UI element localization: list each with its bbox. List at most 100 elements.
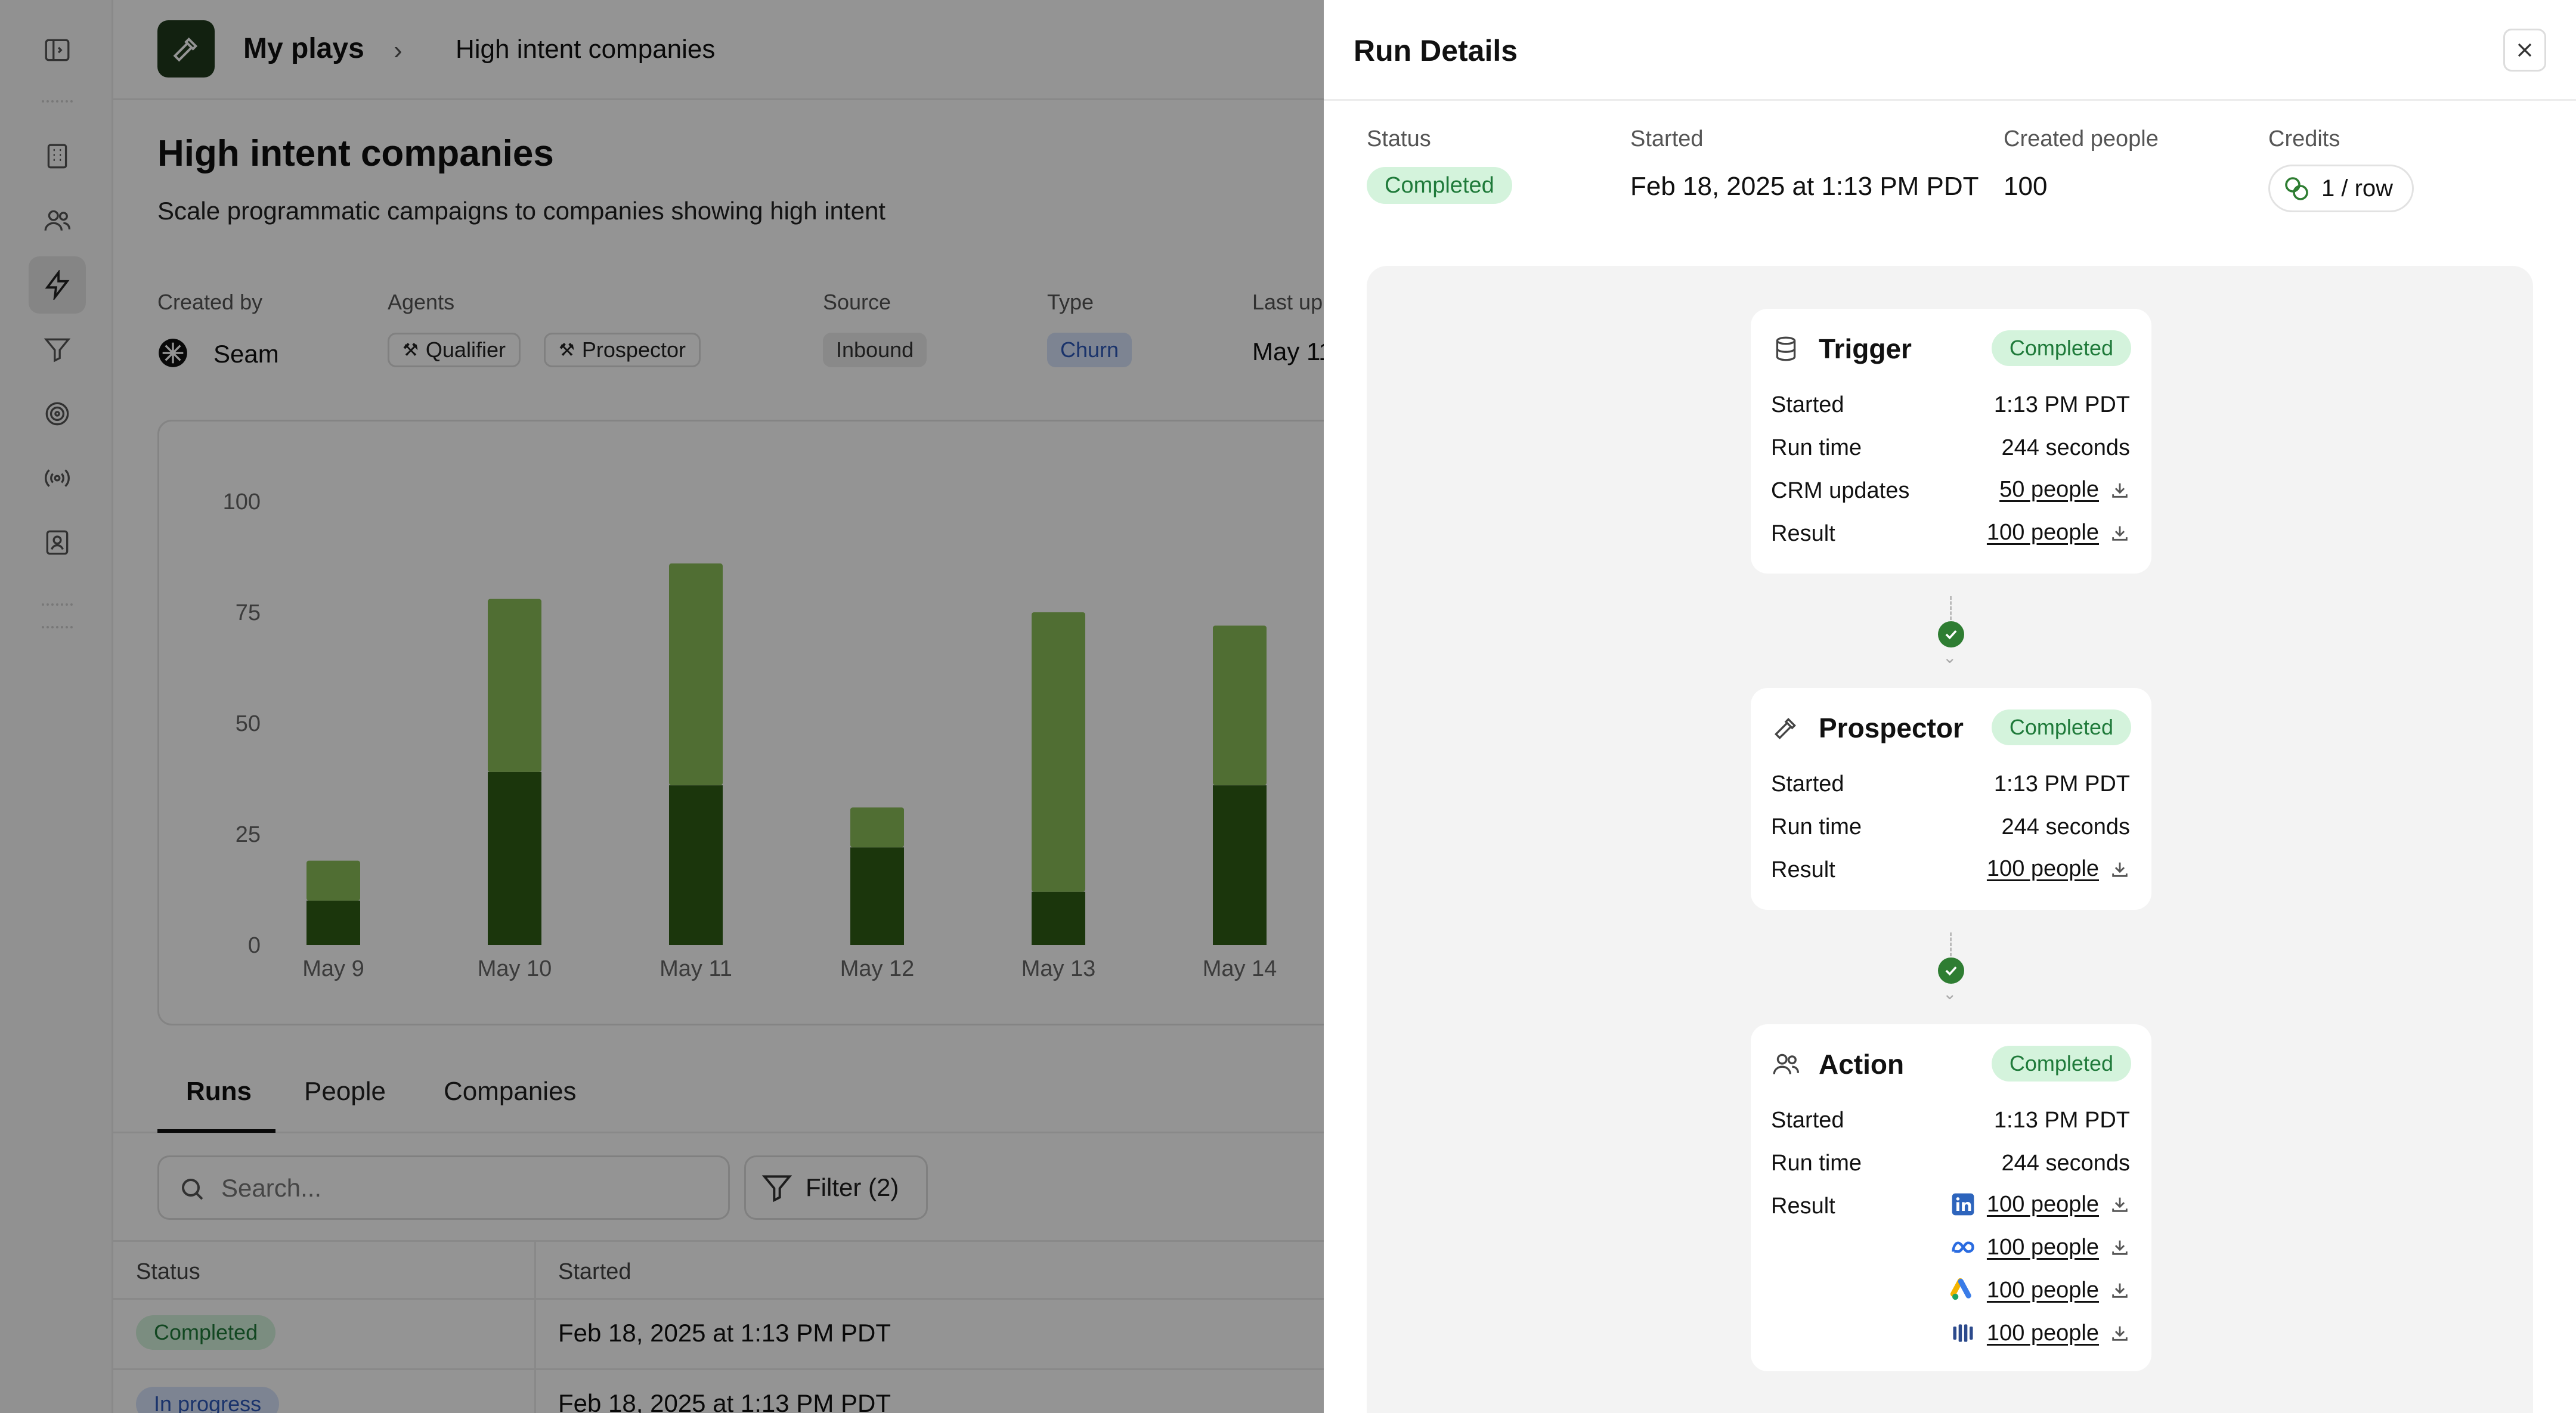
nav-funnel[interactable] [29, 321, 86, 378]
agent-pill-qualifier[interactable]: ⚒ Qualifier [388, 333, 521, 367]
tab-runs[interactable]: Runs [186, 1077, 252, 1106]
x-tick-label: May 9 [302, 956, 364, 981]
tab-people[interactable]: People [304, 1077, 386, 1106]
search-box [157, 1155, 730, 1220]
column-header-status[interactable]: Status [136, 1259, 200, 1284]
download-icon[interactable] [2110, 1323, 2130, 1343]
bars-brand-icon [1953, 1324, 1973, 1342]
modal-overlay[interactable] [0, 0, 1324, 1413]
download-icon[interactable] [2110, 1237, 2130, 1257]
arrow-down-icon: ⌄ [1943, 984, 1957, 1003]
nav-signals[interactable] [29, 450, 86, 507]
summary-started-label: Started [1630, 126, 1704, 151]
run-flow-panel: Trigger Completed Started 1:13 PM PDT Ru… [1367, 266, 2533, 1413]
credits-pill: 1 / row [2268, 165, 2414, 212]
bar-segment[interactable] [1213, 625, 1267, 786]
runtime-label: Run time [1771, 435, 1862, 460]
summary-status-label: Status [1367, 126, 1431, 151]
result-link[interactable]: 100 people [1986, 1277, 2099, 1303]
step-status-badge: Completed [1991, 709, 2131, 745]
bar-segment[interactable] [850, 807, 904, 848]
nav-targets[interactable] [29, 385, 86, 442]
status-badge: In progress [136, 1387, 280, 1413]
bar-segment[interactable] [669, 563, 723, 786]
x-tick-label: May 14 [1203, 956, 1277, 981]
active-tab-indicator [157, 1129, 275, 1133]
target-icon [45, 402, 69, 426]
result-label: Result [1771, 521, 1835, 546]
rail-divider [42, 100, 73, 103]
y-tick-label: 0 [248, 933, 261, 958]
tabs-divider [113, 1132, 1324, 1133]
type-pill: Churn [1047, 333, 1132, 367]
result-row-bars-brand: 100 people [1950, 1320, 2130, 1346]
search-input[interactable] [221, 1170, 710, 1206]
download-icon[interactable] [2110, 1280, 2130, 1300]
database-icon [1776, 336, 1796, 361]
x-tick-label: May 12 [840, 956, 915, 981]
result-link[interactable]: 100 people [1986, 1191, 2099, 1217]
column-header-started[interactable]: Started [558, 1259, 631, 1284]
bar-segment[interactable] [488, 599, 541, 772]
runs-chart-card: 0 25 50 75 100 May 9 May 10 May 11 May 12 May 13 M… [157, 420, 1410, 1025]
sidebar-toggle-button[interactable] [29, 21, 86, 79]
result-row: 100 people [1987, 856, 2130, 882]
bar-segment[interactable] [1032, 612, 1085, 892]
bar-segment[interactable] [488, 771, 541, 945]
nav-contacts[interactable] [29, 514, 86, 571]
funnel-icon [44, 338, 71, 362]
bar-segment[interactable] [306, 860, 360, 901]
download-icon[interactable] [2110, 859, 2130, 879]
started-value: 1:13 PM PDT [1993, 771, 2130, 797]
runtime-value: 244 seconds [2001, 1151, 2131, 1176]
runs-bar-chart: 0 25 50 75 100 May 9 May 10 May 11 May 12 May 13 M… [223, 489, 1277, 981]
summary-credits-label: Credits [2268, 126, 2340, 151]
breadcrumb-chevron-icon: › [394, 36, 402, 65]
prospector-step-card: Prospector Completed Started 1:13 PM PDT… [1751, 688, 2151, 910]
breadcrumb-current: High intent companies [456, 35, 716, 64]
result-label: Result [1771, 857, 1835, 882]
tab-companies[interactable]: Companies [444, 1077, 577, 1106]
crm-updates-label: CRM updates [1771, 478, 1910, 503]
search-icon [182, 1179, 203, 1200]
sidebar-toggle-icon [45, 39, 70, 61]
step-name: Trigger [1819, 333, 1912, 364]
bar-segment[interactable] [669, 785, 723, 945]
bar-segment[interactable] [1213, 785, 1267, 945]
result-link[interactable]: 100 people [1986, 1320, 2099, 1346]
result-label: Result [1771, 1194, 1835, 1219]
result-link[interactable]: 100 people [1986, 1234, 2099, 1260]
agent-pill-prospector[interactable]: ⚒ Prospector [544, 333, 701, 367]
nav-people[interactable] [29, 192, 86, 249]
crm-updates-link[interactable]: 50 people [1999, 477, 2099, 502]
bar-segment[interactable] [850, 847, 904, 945]
bar-segment[interactable] [1032, 891, 1085, 945]
table-row[interactable] [113, 1300, 1324, 1370]
action-step-header: Action [1771, 1048, 1904, 1080]
started-label: Started [1771, 1108, 1844, 1133]
created-by-value: Seam [213, 340, 279, 368]
close-button[interactable] [2503, 29, 2546, 72]
result-link[interactable]: 100 people [1986, 856, 2099, 881]
crm-updates-row: 50 people [1999, 477, 2130, 503]
step-name: Prospector [1819, 712, 1964, 743]
funnel-icon [761, 1175, 792, 1203]
y-tick-label: 50 [236, 711, 261, 736]
summary-status-badge: Completed [1367, 167, 1512, 204]
status-badge: Completed [136, 1315, 276, 1350]
nav-plays[interactable] [29, 256, 86, 314]
play-logo [157, 20, 215, 78]
arrow-down-icon: ⌄ [1943, 648, 1957, 667]
filter-button[interactable]: Filter (2) [744, 1155, 928, 1220]
rail-divider [42, 603, 73, 606]
nav-companies[interactable] [29, 128, 86, 185]
source-pill: Inbound [823, 333, 927, 367]
download-icon[interactable] [2110, 480, 2130, 500]
download-icon[interactable] [2110, 1194, 2130, 1214]
step-name: Action [1819, 1049, 1905, 1080]
breadcrumb-root[interactable]: My plays [243, 33, 364, 64]
bar-segment[interactable] [306, 900, 360, 945]
result-link[interactable]: 100 people [1986, 520, 2099, 545]
download-icon[interactable] [2110, 523, 2130, 543]
result-row-meta: 100 people [1950, 1234, 2130, 1260]
